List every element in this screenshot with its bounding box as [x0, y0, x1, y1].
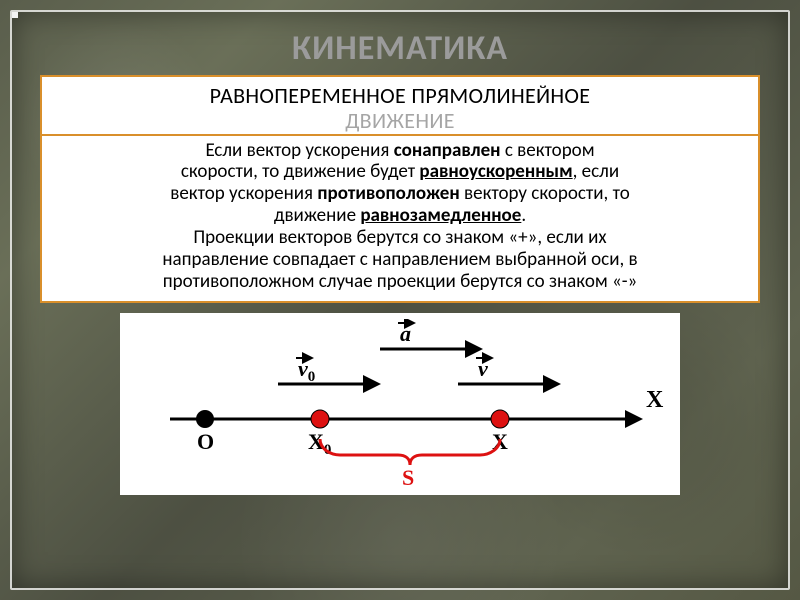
desc-line-1: Если вектор ускорения сонаправлен с вект…	[62, 140, 738, 162]
t: , если	[573, 160, 620, 183]
t-underline: равнозамедленное	[360, 204, 521, 227]
svg-text:X: X	[646, 387, 664, 413]
t: с вектором	[501, 139, 595, 162]
svg-text:S: S	[402, 465, 414, 489]
t: вектор ускорения	[170, 182, 317, 205]
kinematics-diagram: XOX0Xav0vS	[120, 313, 680, 495]
t-bold: противоположен	[317, 182, 459, 205]
desc-line-6: направление совпадает с направлением выб…	[62, 249, 738, 271]
diagram-svg: XOX0Xav0vS	[130, 319, 670, 489]
description-box: Если вектор ускорения сонаправлен с вект…	[40, 134, 760, 303]
desc-line-2: скорости, то движение будет равноускорен…	[62, 161, 738, 183]
t: скорости, то движение будет	[181, 160, 420, 183]
slide-content: КИНЕМАТИКА РАВНОПЕРЕМЕННОЕ ПРЯМОЛИНЕЙНОЕ…	[0, 0, 800, 600]
desc-line-4: движение равнозамедленное.	[62, 205, 738, 227]
svg-text:v: v	[478, 356, 488, 381]
desc-line-5: Проекции векторов берутся со знаком «+»,…	[62, 227, 738, 249]
svg-text:O: O	[197, 429, 214, 454]
svg-text:a: a	[400, 321, 411, 346]
desc-line-7: противоположном случае проекции берутся …	[62, 271, 738, 293]
desc-line-3: вектор ускорения противоположен вектору …	[62, 183, 738, 205]
subtitle-box: РАВНОПЕРЕМЕННОЕ ПРЯМОЛИНЕЙНОЕ ДВИЖЕНИЕ	[40, 75, 760, 136]
svg-text:v0: v0	[298, 356, 315, 385]
t: Если вектор ускорения	[205, 139, 393, 162]
t: движение	[274, 204, 360, 227]
slide-title: КИНЕМАТИКА	[292, 28, 508, 69]
t-bold: сонаправлен	[394, 139, 501, 162]
subtitle-line1: РАВНОПЕРЕМЕННОЕ ПРЯМОЛИНЕЙНОЕ	[52, 83, 748, 108]
t: .	[521, 204, 526, 227]
t: вектору скорости, то	[460, 182, 630, 205]
t-underline: равноускоренным	[419, 160, 572, 183]
subtitle-line2: ДВИЖЕНИЕ	[52, 108, 748, 133]
